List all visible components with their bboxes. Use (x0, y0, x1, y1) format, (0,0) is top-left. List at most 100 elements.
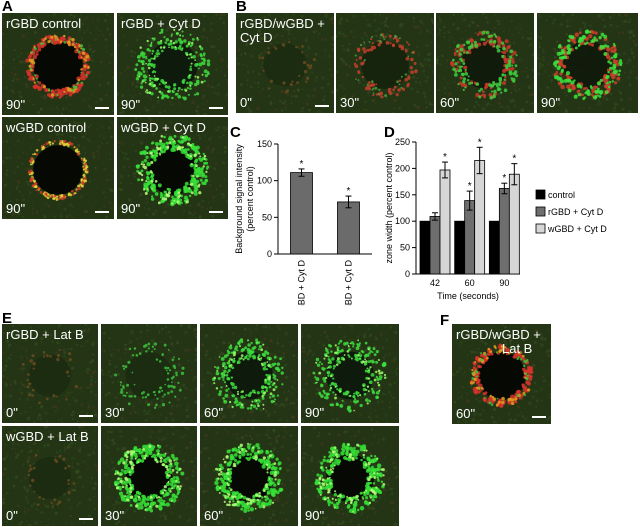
micrograph-caption: wGBD + Cyt D (121, 120, 206, 135)
y-tick-label: 150 (257, 139, 272, 149)
micrograph-b-90s: 90" (537, 13, 638, 113)
bar (337, 201, 360, 255)
significance-mark: * (300, 159, 304, 170)
micrograph-caption: rGBD + Lat B (6, 327, 84, 342)
y-tick-label: 100 (395, 216, 410, 226)
x-tick-label: 60 (465, 278, 475, 288)
time-caption: 90" (121, 97, 141, 112)
bar (464, 200, 476, 275)
panel-label-e: E (2, 310, 13, 327)
scale-bar (95, 211, 109, 213)
bar (498, 188, 510, 275)
micrograph-f-60s: rGBD/wGBD + Lat B 60" (452, 324, 551, 424)
scale-bar (95, 107, 109, 109)
micrograph-image (236, 13, 334, 113)
micrograph-e-wgbd-0s: wGBD + Lat B 0" (2, 426, 98, 526)
micrograph-b-30s: 30" (336, 13, 434, 113)
bar (474, 160, 486, 275)
scale-bar (79, 415, 93, 417)
scale-bar (209, 107, 223, 109)
micrograph-image (200, 324, 298, 423)
chart-c-svg: 0 50 100 150 Background signal intensity (per… (234, 139, 372, 320)
bar (419, 220, 431, 275)
scale-bar (532, 416, 546, 418)
panel-label-a: A (2, 0, 13, 15)
time-caption: 60" (204, 508, 224, 523)
panel-label-f: F (440, 312, 450, 329)
y-tick-label: 250 (395, 137, 410, 147)
y-tick-label: 50 (262, 212, 272, 222)
scale-bar (315, 105, 329, 107)
bar (429, 216, 441, 275)
x-axis-label: Time (seconds) (437, 291, 499, 301)
y-tick-label: 100 (257, 176, 272, 186)
bar (439, 169, 451, 275)
micrograph-image (301, 324, 399, 423)
micrograph-caption: wGBD + Lat B (6, 429, 89, 444)
panel-label-c: C (230, 124, 241, 141)
legend-label: control (548, 190, 575, 200)
micrograph-b-60s: 60" (436, 13, 534, 113)
micrograph-image (436, 13, 534, 113)
micrograph-a-wgbd-cytd: wGBD + Cyt D 90" (117, 117, 228, 219)
time-caption: 90" (305, 508, 325, 523)
time-caption: 90" (305, 405, 325, 420)
y-tick-label: 150 (395, 190, 410, 200)
micrograph-e-rgbd-90s: 90" (301, 324, 399, 423)
y-tick-label: 0 (405, 269, 410, 279)
significance-mark: * (478, 137, 482, 148)
time-caption: 90" (121, 201, 141, 216)
micrograph-image (101, 426, 197, 526)
micrograph-a-rgbd-control: rGBD control 90" (2, 13, 114, 115)
micrograph-e-wgbd-30s: 30" (101, 426, 197, 526)
legend-label: rGBD + Cyt D (548, 207, 604, 217)
time-caption: 90" (6, 201, 26, 216)
significance-mark: * (443, 152, 447, 163)
micrograph-a-wgbd-control: wGBD control 90" (2, 117, 114, 219)
panel-label-b: B (236, 0, 247, 15)
y-axis-label: Background signal intensity (234, 144, 244, 254)
time-caption: 30" (105, 405, 125, 420)
x-tick-label: 42 (430, 278, 440, 288)
micrograph-image (2, 324, 98, 423)
micrograph-caption: rGBD/wGBD + (456, 327, 541, 342)
micrograph-image (117, 117, 228, 219)
bar (508, 173, 520, 275)
x-tick-label: wGBD + Cyt D (344, 260, 354, 306)
micrograph-image (117, 13, 228, 115)
y-tick-label: 0 (267, 249, 272, 259)
y-tick-label: 200 (395, 163, 410, 173)
micrograph-image (200, 426, 298, 526)
micrograph-image (336, 13, 434, 113)
significance-mark: * (468, 181, 472, 192)
chart-d: 0 50 100 150 200 250 zone width (percent contr… (384, 136, 640, 306)
time-caption: 0" (6, 405, 18, 420)
micrograph-e-rgbd-0s: rGBD + Lat B 0" (2, 324, 98, 423)
y-axis-label: zone width (percent control) (384, 152, 394, 263)
time-caption: 0" (6, 508, 18, 523)
time-caption: 30" (340, 95, 360, 110)
time-caption: 60" (456, 406, 476, 421)
micrograph-image (537, 13, 638, 113)
y-tick-label: 50 (400, 243, 410, 253)
x-tick-label: rGBD + Cyt D (297, 260, 307, 306)
bar (488, 220, 500, 275)
scale-bar (79, 518, 93, 520)
legend-label: wGBD + Cyt D (547, 224, 607, 234)
time-caption: 0" (240, 95, 252, 110)
micrograph-image (2, 426, 98, 526)
micrograph-e-rgbd-60s: 60" (200, 324, 298, 423)
x-tick-label: 90 (499, 278, 509, 288)
micrograph-a-rgbd-cytd: rGBD + Cyt D 90" (117, 13, 228, 115)
bar (454, 220, 466, 275)
micrograph-b-0s: rGBD/wGBD + Cyt D 0" (236, 13, 334, 113)
legend-swatch (535, 189, 546, 200)
micrograph-caption: rGBD/wGBD + Cyt D (240, 16, 325, 45)
time-caption: 90" (6, 97, 26, 112)
micrograph-e-wgbd-60s: 60" (200, 426, 298, 526)
y-axis-label: (percent control) (245, 166, 255, 232)
micrograph-image (101, 324, 197, 423)
significance-mark: * (347, 186, 351, 197)
micrograph-caption-line2: Lat B (502, 341, 533, 356)
